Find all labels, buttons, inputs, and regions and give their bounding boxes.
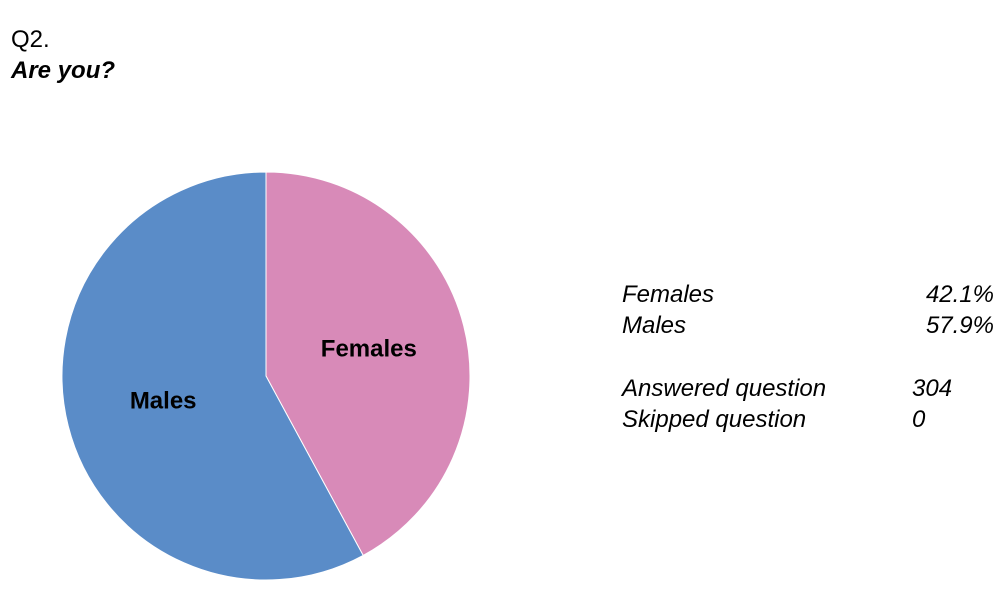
pie-label-males: Males [130, 387, 197, 414]
summary-label-males: Males [622, 312, 687, 339]
summary-row-skipped: Skipped question 0 [622, 404, 994, 435]
summary-label-answered: Answered question [622, 375, 827, 402]
pie-slice-males [61, 171, 364, 581]
summary-value-answered: 304 [912, 375, 953, 402]
summary-value-males: 57.9% [925, 312, 994, 339]
question-text: Are you? [11, 57, 116, 84]
pie-label-females: Females [321, 335, 417, 362]
summary-label-skipped: Skipped question [622, 406, 807, 433]
pie-slice-females [265, 171, 471, 557]
summary-label-females: Females [622, 281, 715, 308]
summary-spacer [622, 341, 994, 373]
question-number: Q2. [11, 26, 50, 53]
summary-row-males: Males 57.9% [622, 310, 994, 341]
summary-row-females: Females 42.1% [622, 279, 994, 310]
summary-panel: Females 42.1% Males 57.9% Answered quest… [622, 279, 994, 435]
summary-value-skipped: 0 [912, 406, 926, 433]
summary-value-females: 42.1% [925, 281, 994, 308]
summary-row-answered: Answered question 304 [622, 373, 994, 404]
